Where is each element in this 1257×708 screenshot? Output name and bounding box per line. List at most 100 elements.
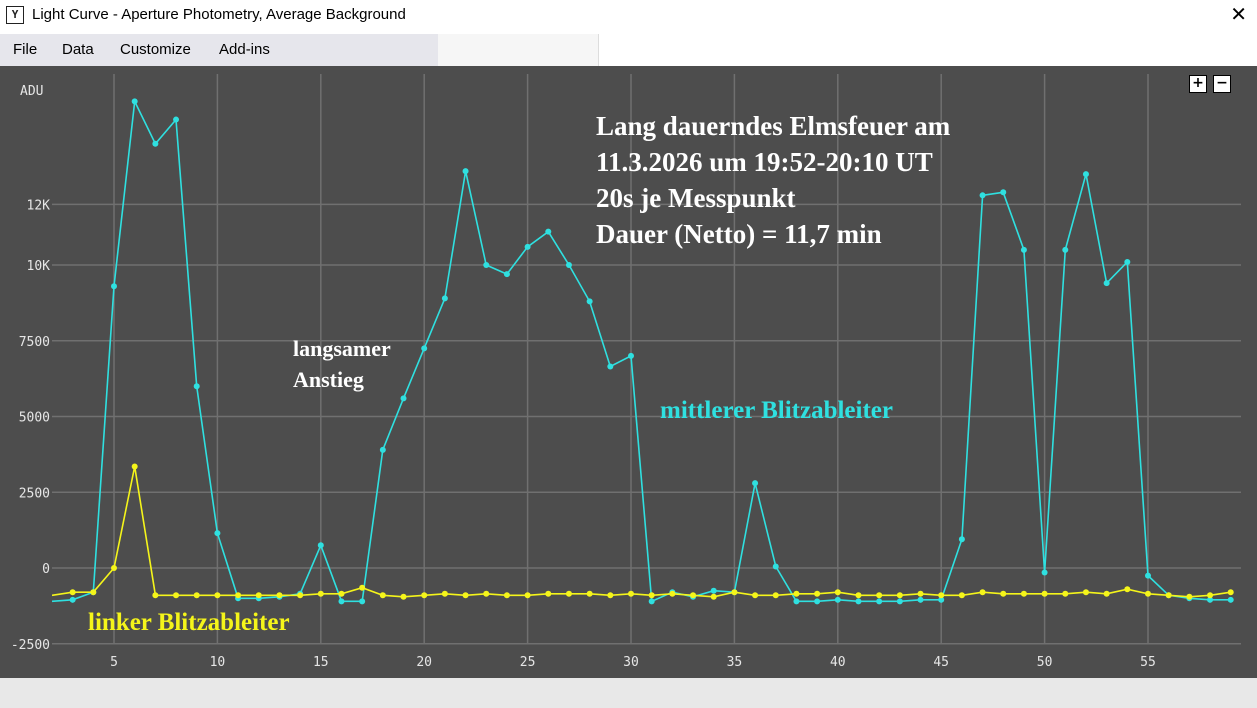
window-title: Light Curve - Aperture Photometry, Avera…	[32, 6, 406, 23]
data-point	[958, 536, 965, 543]
data-point	[503, 592, 510, 599]
menu-bar: File Data Customize Add-ins	[0, 34, 1257, 66]
data-point	[1124, 586, 1131, 593]
chart-title-annotation: Lang dauerndes Elmsfeuer am	[596, 111, 951, 141]
data-point	[545, 590, 552, 597]
data-point	[752, 480, 759, 487]
data-point	[483, 262, 490, 268]
zoom-out-button[interactable]: −	[1213, 75, 1231, 93]
series-label-left: linker Blitzableiter	[88, 609, 290, 636]
rise-annotation: langsamer	[293, 336, 391, 361]
data-point	[152, 140, 159, 147]
x-tick-label: 10	[210, 655, 226, 670]
data-point	[586, 590, 593, 597]
data-point	[917, 590, 924, 597]
data-point	[462, 592, 469, 599]
data-point	[896, 598, 903, 605]
data-point	[876, 598, 883, 605]
data-point	[483, 590, 490, 597]
menu-add-ins[interactable]: Add-ins	[219, 41, 270, 58]
data-point	[276, 592, 283, 599]
rise-annotation: Anstieg	[293, 367, 364, 392]
data-point	[1000, 590, 1007, 597]
chart-title-annotation: 11.3.2026 um 19:52-20:10 UT	[596, 147, 933, 177]
data-point	[938, 592, 945, 599]
data-point	[979, 192, 986, 199]
data-point	[565, 262, 572, 268]
zoom-in-button[interactable]: +	[1189, 75, 1207, 93]
data-point	[1020, 246, 1027, 253]
y-tick-label: 5000	[19, 411, 50, 426]
data-point	[731, 589, 738, 596]
data-point	[131, 98, 138, 105]
data-point	[503, 271, 510, 278]
data-point	[69, 596, 76, 603]
data-point	[1145, 572, 1151, 579]
data-point	[586, 298, 593, 305]
series-line-0	[52, 98, 1231, 603]
data-point	[1062, 246, 1069, 253]
x-tick-label: 55	[1140, 655, 1156, 670]
data-point	[338, 598, 345, 605]
data-point	[628, 590, 634, 597]
data-point	[545, 228, 552, 235]
menu-data[interactable]: Data	[62, 41, 94, 58]
data-point	[607, 592, 614, 599]
data-point	[669, 590, 676, 597]
y-axis-label: ADU	[20, 84, 43, 99]
data-point	[524, 243, 531, 250]
data-point	[1000, 189, 1007, 196]
data-point	[855, 592, 862, 599]
menu-customize[interactable]: Customize	[120, 41, 191, 58]
x-tick-label: 35	[727, 655, 743, 670]
data-point	[255, 592, 262, 599]
data-point	[379, 592, 386, 599]
data-point	[814, 590, 821, 597]
data-point	[1227, 589, 1234, 596]
data-point	[938, 596, 945, 603]
data-point	[1165, 592, 1172, 599]
data-point	[772, 592, 779, 599]
y-tick-label: 10K	[27, 259, 51, 274]
data-point	[834, 589, 841, 596]
x-tick-label: 45	[933, 655, 949, 670]
plot-area: 5 10 15 20 25 30 35 40 45 50 55 -2500 0 2500 5000 7500 1…	[11, 74, 1241, 670]
data-point	[193, 592, 200, 599]
data-point	[896, 592, 903, 599]
y-tick-label: 12K	[27, 198, 51, 213]
data-point	[421, 592, 428, 599]
data-point	[173, 116, 180, 123]
y-tick-label: 7500	[19, 335, 50, 350]
series-line-1	[52, 466, 1231, 598]
data-point	[359, 598, 366, 605]
close-icon[interactable]: ✕	[1230, 4, 1247, 26]
data-point	[1186, 593, 1193, 600]
data-point	[1227, 596, 1234, 603]
data-point	[152, 592, 159, 599]
light-curve-chart: + − 5 10 15 20 25 30 35 40 45 50 55 -2500 0 2500 5000 7…	[0, 66, 1257, 678]
data-point	[1207, 596, 1214, 603]
data-point	[235, 592, 242, 599]
data-point	[876, 592, 883, 599]
data-point	[565, 590, 572, 597]
x-tick-label: 5	[110, 655, 118, 670]
y-tick-label: 2500	[19, 486, 50, 501]
data-point	[648, 598, 655, 605]
data-point	[1103, 590, 1110, 597]
data-point	[814, 598, 821, 605]
data-point	[834, 596, 841, 603]
data-point	[400, 395, 407, 402]
data-point	[855, 598, 862, 605]
data-point	[1207, 592, 1214, 599]
menu-file[interactable]: File	[13, 41, 38, 58]
y-tick-label: 0	[42, 562, 50, 577]
data-point	[111, 283, 117, 290]
data-point	[193, 383, 200, 390]
app-icon: Y	[6, 6, 24, 24]
chart-title-annotation: 20s je Messpunkt	[596, 183, 796, 213]
data-point	[69, 589, 76, 596]
data-point	[607, 363, 614, 370]
data-point	[793, 590, 800, 597]
data-point	[752, 592, 759, 599]
x-tick-label: 30	[623, 655, 639, 670]
